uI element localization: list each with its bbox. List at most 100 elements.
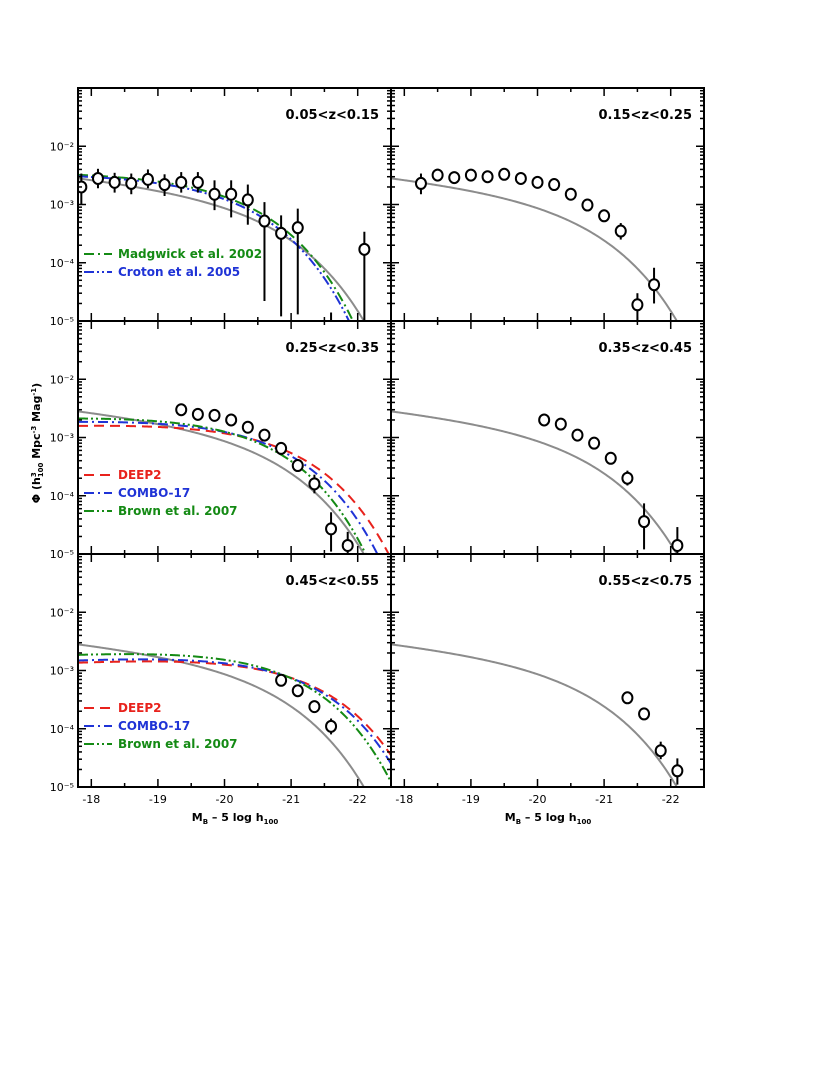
plot-area <box>78 643 391 787</box>
plot-area <box>78 403 390 554</box>
panel-5: 10⁻⁵ 10⁻⁴ 10⁻³ 10⁻² -18 -19 -20 -21 -22 0.45<z<0.… <box>50 553 392 806</box>
data-point <box>514 171 527 185</box>
data-point <box>225 180 238 218</box>
data-point <box>78 173 88 205</box>
data-point <box>91 168 104 189</box>
data-point <box>258 428 271 442</box>
data-point <box>614 223 627 240</box>
data-point <box>648 267 661 304</box>
data-point <box>581 198 594 212</box>
legend-entry-brown: Brown et al. 2007 <box>84 504 238 518</box>
data-point <box>464 168 477 182</box>
model-curve-deep2 <box>78 660 391 756</box>
reference-curve <box>391 643 679 787</box>
data-point <box>571 428 584 442</box>
plot-area <box>391 643 684 787</box>
redshift-label: 0.15<z<0.25 <box>598 108 692 123</box>
data-point <box>241 184 254 225</box>
legend-entry-madgwick: Madgwick et al. 2002 <box>84 247 262 261</box>
legend-label: Croton et al. 2005 <box>118 265 240 279</box>
data-point <box>108 172 121 193</box>
y-tick-label: 10⁻⁵ <box>50 548 74 561</box>
legend-entry-croton: Croton et al. 2005 <box>84 265 240 279</box>
legend-label: DEEP2 <box>118 701 162 715</box>
legend-label: Brown et al. 2007 <box>118 737 238 751</box>
reference-curve <box>78 643 366 787</box>
panels-group: 10⁻⁵ 10⁻⁴ 10⁻³ 10⁻² 0.05<z<0.15 Madgwick et a… <box>50 87 705 806</box>
plot-area <box>78 168 371 321</box>
model-curve-croton <box>78 175 351 321</box>
data-point <box>564 187 577 201</box>
model-curve-combo17 <box>78 420 379 554</box>
data-point <box>308 700 321 714</box>
x-tick-label: -19 <box>149 793 167 806</box>
data-point <box>208 180 221 211</box>
y-tick-label: 10⁻⁵ <box>50 315 74 328</box>
legend-entry-brown: Brown et al. 2007 <box>84 737 238 751</box>
model-curve-combo17 <box>78 658 391 765</box>
panel-2: 0.15<z<0.25 <box>390 87 705 322</box>
data-point <box>308 474 321 494</box>
redshift-label: 0.05<z<0.15 <box>285 108 379 123</box>
legend-label: COMBO-17 <box>118 719 190 733</box>
data-point <box>431 168 444 182</box>
data-point <box>654 741 667 760</box>
y-tick-label: 10⁻² <box>50 373 74 386</box>
data-point <box>481 170 494 184</box>
data-point <box>498 167 511 181</box>
data-point <box>258 202 271 302</box>
x-tick-label: -22 <box>662 793 680 806</box>
redshift-label: 0.25<z<0.35 <box>285 341 379 356</box>
model-curve-madgwick <box>78 173 355 321</box>
data-point <box>531 175 544 189</box>
x-tick-label: -22 <box>349 793 367 806</box>
data-point <box>588 436 601 450</box>
legend-label: COMBO-17 <box>118 486 190 500</box>
data-point <box>125 173 138 195</box>
data-point <box>191 407 204 421</box>
model-curve-deep2 <box>78 424 390 554</box>
data-point <box>621 691 634 705</box>
plot-area <box>391 410 684 554</box>
data-point <box>325 512 338 552</box>
y-tick-label: 10⁻⁵ <box>50 781 74 794</box>
legend-label: Madgwick et al. 2002 <box>118 247 262 261</box>
legend-label: Brown et al. 2007 <box>118 504 238 518</box>
legend-entry-deep2: DEEP2 <box>84 468 162 482</box>
redshift-label: 0.45<z<0.55 <box>285 574 379 589</box>
data-point <box>291 208 304 315</box>
legend-entry-combo17: COMBO-17 <box>84 486 190 500</box>
y-tick-label: 10⁻² <box>50 140 74 153</box>
data-point <box>158 174 171 196</box>
panel-1: 10⁻⁵ 10⁻⁴ 10⁻³ 10⁻² 0.05<z<0.15 Madgwick et a… <box>50 87 392 328</box>
y-tick-label: 10⁻⁴ <box>50 257 75 270</box>
data-point <box>191 172 204 193</box>
data-point <box>175 172 188 193</box>
data-point <box>638 503 651 550</box>
x-tick-label: -20 <box>529 793 547 806</box>
panel-6: -18 -19 -20 -21 -22 0.55<z<0.75 <box>390 553 705 806</box>
data-point <box>275 215 288 317</box>
data-point <box>325 718 338 735</box>
panel-4: 0.35<z<0.45 <box>390 320 705 555</box>
model-curve-brown <box>78 417 367 554</box>
data-point <box>275 441 288 455</box>
data-point <box>358 231 371 321</box>
legend-entry-deep2: DEEP2 <box>84 701 162 715</box>
data-point <box>275 673 288 687</box>
panel-3: 10⁻⁵ 10⁻⁴ 10⁻³ 10⁻² 0.25<z<0.35 DEEP2 COMBO-17… <box>50 320 392 561</box>
data-point <box>175 403 188 417</box>
x-tick-label: -21 <box>595 793 613 806</box>
y-tick-label: 10⁻² <box>50 606 74 619</box>
y-axis-title: Φ (h3100 Mpc-3 Mag-1) <box>30 383 45 503</box>
data-point <box>291 459 304 473</box>
data-point <box>554 417 567 431</box>
redshift-label: 0.55<z<0.75 <box>598 574 692 589</box>
x-axis-title-left: MB – 5 log h100 <box>192 811 279 826</box>
data-point <box>604 451 617 465</box>
x-axis-title-right: MB – 5 log h100 <box>505 811 592 826</box>
x-tick-label: -20 <box>216 793 234 806</box>
data-point <box>291 684 304 698</box>
data-point <box>225 413 238 427</box>
